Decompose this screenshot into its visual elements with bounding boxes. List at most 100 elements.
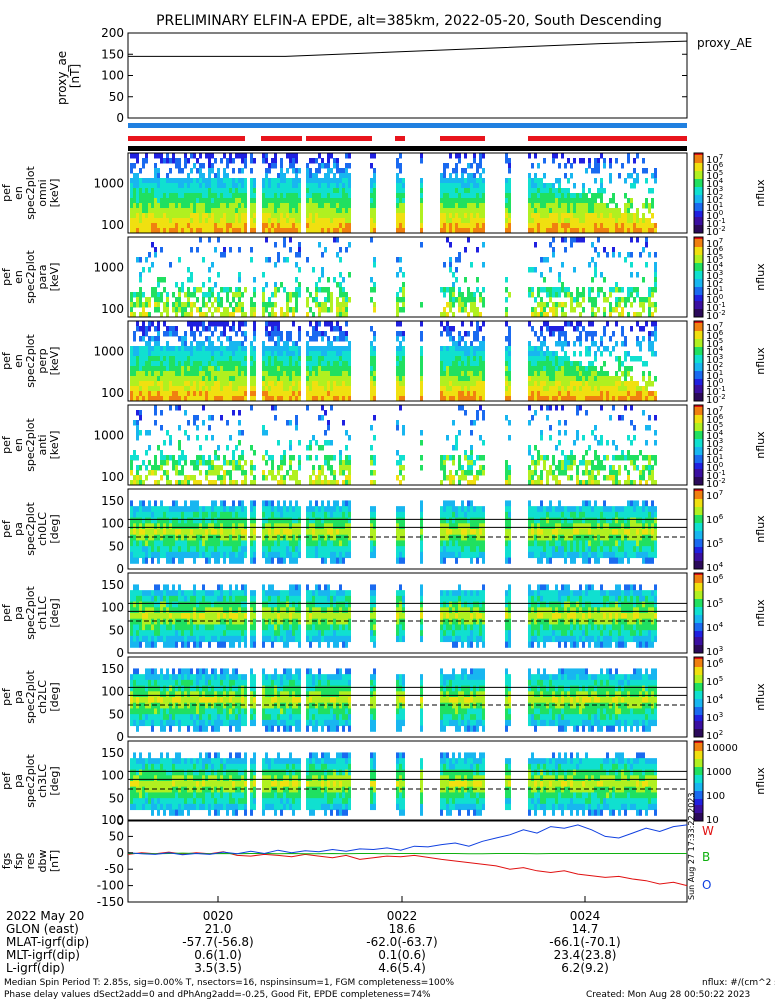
colorbar-label: nflux: [754, 515, 767, 543]
spec-ytick: 100: [101, 386, 124, 400]
colorbar-tick: 1000: [706, 767, 731, 778]
proxy-ae-ylabel-l1: proxy_ae: [55, 51, 69, 105]
fgm-ytick: 50: [109, 829, 124, 843]
spec-ylabel: elapefpaspec2plotch0LC[deg]: [0, 502, 61, 556]
spec-ylabel: elapefenspec2plotpara[keV]: [0, 250, 61, 304]
ephemeris-label: MLT-igrf(dip): [6, 948, 80, 962]
colorbar-tick: 105: [706, 597, 723, 610]
footer-left1: Median Spin Period T: 2.85s, sig=0.00% T…: [4, 978, 455, 988]
proxy-ae-ytick: 0: [116, 111, 124, 125]
proxy-ae-ytick: 200: [101, 26, 124, 40]
colorbar-tick: 104: [706, 621, 724, 634]
colorbar-label: nflux: [754, 179, 767, 207]
spec-ytick: 50: [109, 707, 124, 721]
fgm-ytick: -50: [104, 862, 124, 876]
colorbar-label: nflux: [754, 599, 767, 627]
ephemeris-value: 18.6: [389, 922, 416, 936]
proxy-ae-ylabel-l2: [nT]: [68, 64, 82, 88]
footprint-bar: [128, 123, 687, 128]
time-tick: 0022: [387, 909, 418, 923]
watermark: Sun Aug 27 17:33:22 2023: [687, 793, 696, 900]
spectrogram-panel-4: 150 100 50 0 elapefpaspec2plotch0LC[deg] 107 1…: [0, 488, 767, 576]
spectrogram-panel-3: 1000 100 elapefenspec2plotanti[keV] 1071061…: [0, 404, 767, 490]
ephemeris-label: 2022 May 20: [6, 909, 84, 923]
spec-ytick: 100: [101, 601, 124, 615]
fgm-series-B: [128, 852, 687, 855]
science-zone-bar: [395, 136, 405, 141]
colorbar-tick: 10000: [706, 743, 738, 754]
legend-b: B: [702, 850, 710, 864]
colorbar-tick: 103: [706, 711, 723, 724]
spec-ytick: 1000: [93, 428, 124, 442]
science-zone-bar: [306, 136, 372, 141]
spectrogram-panel-0: 1000 100 elapefenspec2plotomni[keV] 1071061…: [0, 152, 767, 238]
colorbar-tick: 10: [706, 815, 719, 826]
footer-left2: Phase delay values dSect2add=0 and dPhAn…: [4, 990, 431, 1000]
spec-ylabel: elapefpaspec2plotch1LC[deg]: [0, 586, 61, 640]
spec-ytick: 50: [109, 623, 124, 637]
spec-ytick: 0: [116, 730, 124, 744]
spec-ytick: 50: [109, 539, 124, 553]
fgm-bar: [128, 146, 687, 151]
spec-ytick: 0: [116, 562, 124, 576]
proxy-ae-ytick: 50: [109, 90, 124, 104]
fgm-series-W: [127, 851, 688, 887]
spec-ytick: 100: [101, 302, 124, 316]
spec-ytick: 1000: [93, 344, 124, 358]
colorbar-6: 106 105 104 103 102 nflux: [693, 656, 767, 742]
proxy-ae-panel: proxy_AE 200 150 100 50 0 proxy_ae [nT]: [55, 26, 752, 125]
proxy-ae-ylabel: proxy_ae [nT]: [55, 47, 82, 105]
ephemeris-value: 0.6(1.0): [194, 948, 242, 962]
ephemeris-label: L-igrf(dip): [6, 961, 65, 975]
spectrogram-panels: 1000100elapefenspec2plotomni[keV]1071061…: [0, 152, 767, 828]
spec-ytick: 100: [101, 517, 124, 531]
ephemeris-value: 6.2(9.2): [561, 961, 609, 975]
footer-right2: Created: Mon Aug 28 00:50:22 2023: [586, 990, 750, 1000]
colorbar-label: nflux: [754, 431, 767, 459]
spec-ytick: 100: [101, 470, 124, 484]
legend-o: O: [702, 878, 711, 892]
spec-ylabel: elapefenspec2plotperp[keV]: [0, 334, 61, 388]
science-zone-bar: [261, 136, 302, 141]
figure-title: PRELIMINARY ELFIN-A EPDE, alt=385km, 202…: [156, 13, 662, 29]
colorbar-tick: 106: [706, 657, 724, 670]
spec-ytick: 1000: [93, 260, 124, 274]
fgm-dbw-panel: W B O 100500-50-100-150elafgsfspresdbw[n…: [0, 813, 714, 909]
spectrogram-panel-5: 150 100 50 0 elapefpaspec2plotch1LC[deg] 106 1…: [0, 572, 767, 660]
ephemeris-value: 0.1(0.6): [378, 948, 426, 962]
fgm-ytick: -100: [97, 879, 124, 893]
time-tick: 0024: [570, 909, 601, 923]
ephemeris-value: 21.0: [205, 922, 232, 936]
fgm-ylabel: elafgsfspresdbw[nT]: [0, 850, 61, 873]
ephemeris-value: 3.5(3.5): [194, 961, 242, 975]
ephemeris-value: 23.4(23.8): [554, 948, 617, 962]
science-zone-bar: [440, 136, 485, 141]
fgm-series-O: [127, 824, 688, 856]
colorbar-7: 10000 1000 100 10 nflux: [693, 740, 767, 826]
status-bars: [128, 123, 687, 151]
spec-ytick: 1000: [93, 176, 124, 190]
colorbar-tick: 106: [706, 513, 724, 526]
colorbar-tick: 106: [706, 573, 724, 586]
spectrogram-panel-6: 150100500elapefpaspec2plotch2LC[deg]1061…: [0, 656, 767, 744]
spec-ylabel: elapefpaspec2plotch3LC[deg]: [0, 754, 61, 808]
ephemeris-value: -57.7(-56.8): [182, 935, 253, 949]
spec-ytick: 150: [101, 578, 124, 592]
colorbar-tick: 105: [706, 675, 723, 688]
ephemeris-value: 14.7: [572, 922, 599, 936]
spec-ytick: 150: [101, 662, 124, 676]
proxy-ae-line: [128, 40, 688, 57]
fgm-ytick: -150: [97, 895, 124, 909]
proxy-ae-ytick: 150: [101, 47, 124, 61]
colorbar-label: nflux: [754, 683, 767, 711]
spec-ytick: 150: [101, 746, 124, 760]
spec-ylabel: elapefpaspec2plotch2LC[deg]: [0, 670, 61, 724]
